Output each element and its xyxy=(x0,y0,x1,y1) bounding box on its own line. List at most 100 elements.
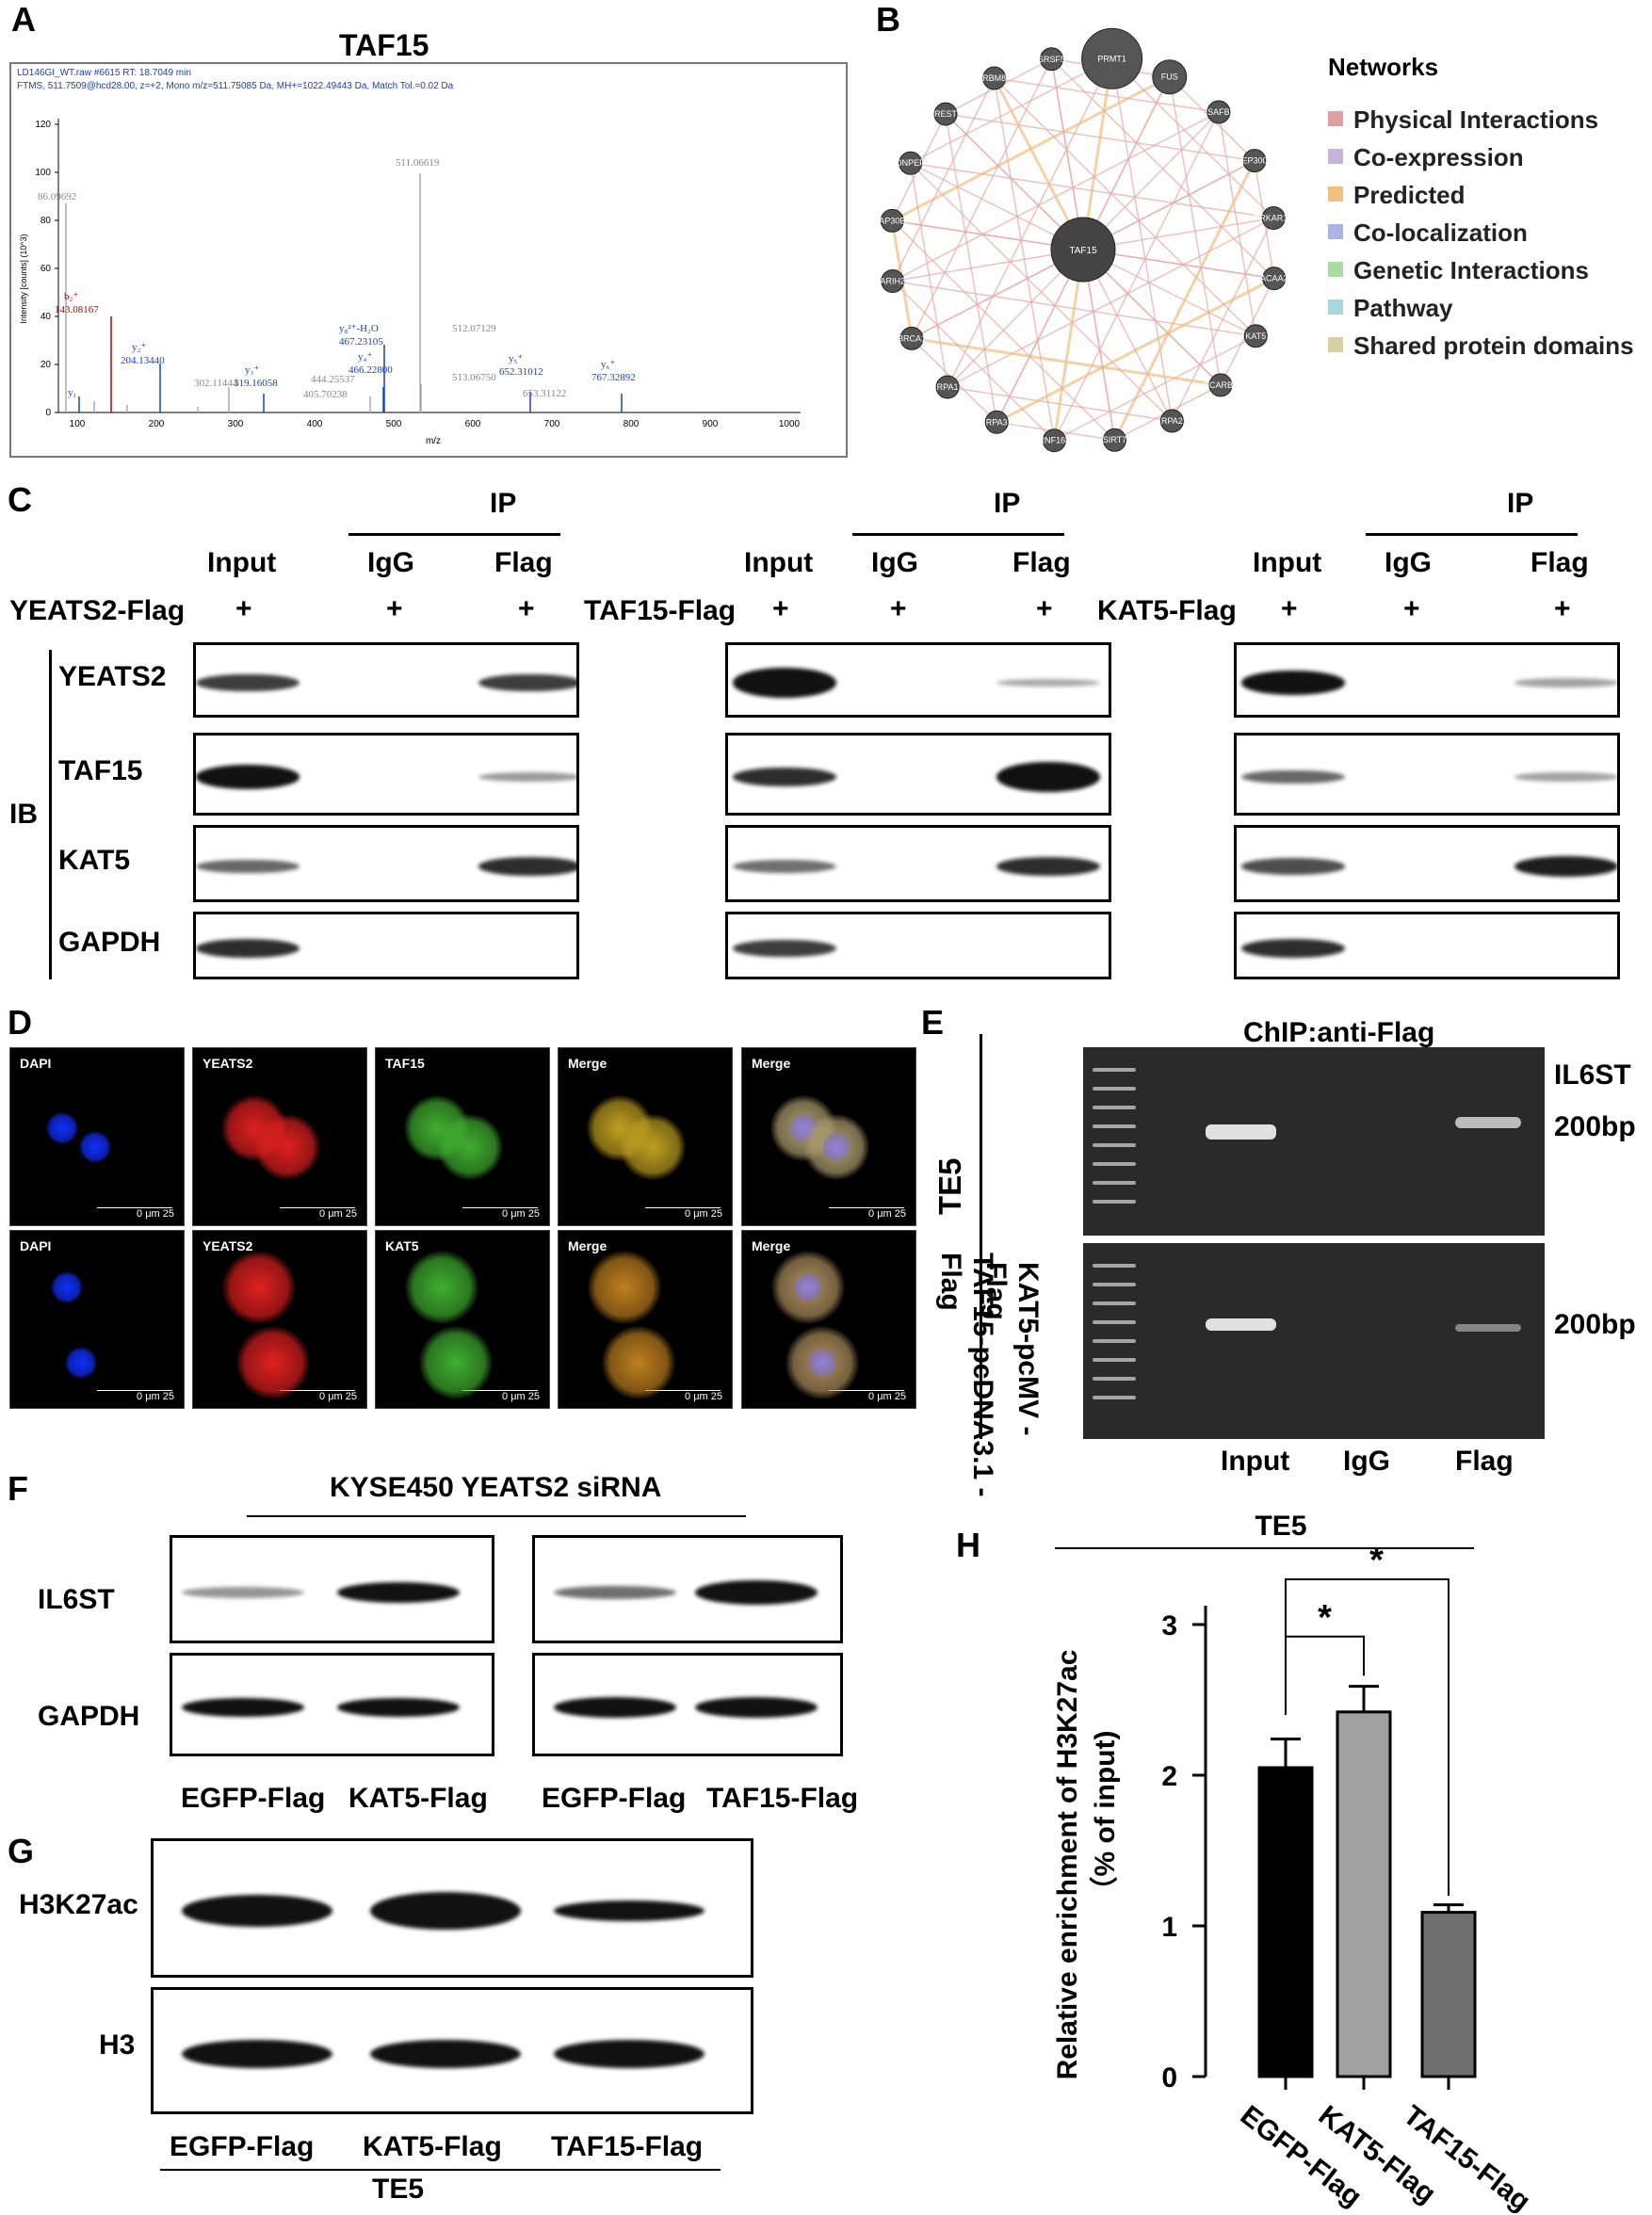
co-ip-band xyxy=(996,762,1100,792)
network-node xyxy=(1039,47,1063,72)
co-ip-plus: + xyxy=(1403,593,1420,624)
chip-title: ChIP:anti-Flag xyxy=(1243,1017,1435,1048)
micrograph-label: TAF15 xyxy=(385,1056,425,1071)
y-axis-label-unit: （% of input) xyxy=(1089,1731,1121,1905)
co-ip-plus: + xyxy=(1036,593,1053,624)
co-ip-band xyxy=(1514,772,1617,782)
significance-star: * xyxy=(1369,1541,1384,1580)
co-ip-plus: + xyxy=(518,593,535,624)
blot-band xyxy=(182,1698,304,1717)
co-ip-blot xyxy=(725,642,1111,718)
peak-label: 143.08167 xyxy=(55,304,99,315)
xtick: 100 xyxy=(70,419,86,429)
cell xyxy=(419,1326,493,1399)
nucleus xyxy=(822,1133,850,1161)
co-ip-lane-input: Input xyxy=(1253,547,1322,578)
co-ip-band xyxy=(196,673,300,692)
panel-f-row-label: GAPDH xyxy=(38,1701,140,1732)
blot-band xyxy=(554,1900,705,1921)
co-ip-blot xyxy=(1234,642,1620,718)
blot-band xyxy=(370,1892,521,1930)
peak-label: 204.13440 xyxy=(121,355,165,366)
ytick: 60 xyxy=(40,264,52,274)
co-ip-plus: + xyxy=(1281,593,1298,624)
peak-label: 512.07129 xyxy=(452,323,496,334)
peak-label: 511.06619 xyxy=(396,157,440,169)
cell xyxy=(236,1326,310,1399)
chip-lane-igg: IgG xyxy=(1343,1446,1390,1477)
network-node xyxy=(1242,149,1267,173)
significance-bracket xyxy=(1285,1635,1365,1715)
cell xyxy=(405,1251,478,1324)
spectrum-header-1: LD146GI_WT.raw #6615 RT: 18.7049 min xyxy=(17,68,191,78)
peak-label: b₂⁺ xyxy=(64,291,78,302)
network-node-label: BRCA1 xyxy=(898,333,926,343)
interaction-network: TAF15 PRMT1 FUS SAFB EP300 PRKAR1A ACAA2 KAT5 SC… xyxy=(873,27,1293,453)
network-node xyxy=(899,326,924,350)
micrograph: DAPI 0 μm 25 xyxy=(9,1230,185,1409)
legend-label: Physical Interactions xyxy=(1353,105,1599,134)
panel-f-lane-label: KAT5-Flag xyxy=(348,1783,488,1814)
gel-ladder-band xyxy=(1093,1377,1136,1381)
network-edge xyxy=(910,162,1274,219)
micrograph: DAPI 0 μm 25 xyxy=(9,1047,185,1226)
network-node-label: FUS xyxy=(1161,73,1178,82)
network-node-label: KAT5 xyxy=(1245,331,1266,341)
network-node xyxy=(880,208,904,233)
network-node xyxy=(1262,267,1287,291)
panel-label-a: A xyxy=(11,0,36,39)
co-ip-ib-label: IB xyxy=(9,799,38,830)
micrograph-label: Merge xyxy=(752,1056,791,1071)
legend-label: Predicted xyxy=(1353,181,1466,209)
network-node xyxy=(982,66,1007,90)
co-ip-lane-input: Input xyxy=(744,547,814,578)
panel-f-lane-label: EGFP-Flag xyxy=(542,1783,687,1814)
micrograph: YEATS2 0 μm 25 xyxy=(192,1047,367,1226)
scale-bar-label: 0 μm 25 xyxy=(502,1391,540,1402)
network-node-center xyxy=(1050,217,1116,283)
y-tick-label: 0 xyxy=(1161,2062,1177,2094)
legend-swatch xyxy=(1328,337,1343,352)
panel-f-title-rule xyxy=(247,1515,746,1517)
network-node xyxy=(1261,205,1286,230)
network-edge xyxy=(994,77,1256,337)
y-tick-label: 3 xyxy=(1161,1610,1177,1641)
scale-bar xyxy=(97,1207,172,1208)
bar xyxy=(1336,1710,1392,2078)
panel-f-title: KYSE450 YEATS2 siRNA xyxy=(330,1472,662,1503)
co-ip-lane-igg: IgG xyxy=(367,547,414,578)
chip-gel-top xyxy=(1083,1047,1545,1236)
network-node-label: DNPEP xyxy=(896,158,925,168)
cell xyxy=(254,1114,320,1180)
ytick: 40 xyxy=(40,312,52,322)
western-blot xyxy=(532,1653,843,1756)
network-node-label: SCARB2 xyxy=(1204,380,1238,390)
legend-label: Shared protein domains xyxy=(1353,331,1634,360)
co-ip-lane-flag: Flag xyxy=(1531,547,1589,578)
co-ip-blot xyxy=(193,733,579,816)
network-node xyxy=(933,102,958,126)
co-ip-construct: KAT5-Flag xyxy=(1097,595,1237,626)
scale-bar xyxy=(645,1207,721,1208)
co-ip-ip-rule xyxy=(852,533,1064,536)
network-node-label: TAF15 xyxy=(1069,246,1097,256)
co-ip-lane-igg: IgG xyxy=(1385,547,1432,578)
peak-label: 467.23105 xyxy=(339,336,383,348)
co-ip-plus: + xyxy=(386,593,403,624)
co-ip-blot xyxy=(193,825,579,902)
h3k27ac-bar-chart: TE5 0 1 2 3 Relative enrichment of H3K27ac （% … xyxy=(1052,1511,1536,2213)
peak-label: 513.06750 xyxy=(452,372,496,383)
cell xyxy=(437,1114,503,1180)
chip-size-1: 200bp xyxy=(1554,1111,1636,1142)
xtick: 900 xyxy=(703,419,719,429)
gel-band-input xyxy=(1206,1124,1276,1140)
network-node-label: RNF168 xyxy=(1039,436,1071,445)
network-node-label: RBM8 xyxy=(982,73,1006,83)
peak-label: 653.31122 xyxy=(523,388,566,399)
xtick: 1000 xyxy=(779,419,801,429)
co-ip-blot xyxy=(193,642,579,718)
blot-band xyxy=(182,1895,332,1927)
micrograph-label: Merge xyxy=(568,1238,607,1253)
legend-label: Genetic Interactions xyxy=(1353,256,1589,284)
co-ip-construct: YEATS2-Flag xyxy=(9,595,186,626)
